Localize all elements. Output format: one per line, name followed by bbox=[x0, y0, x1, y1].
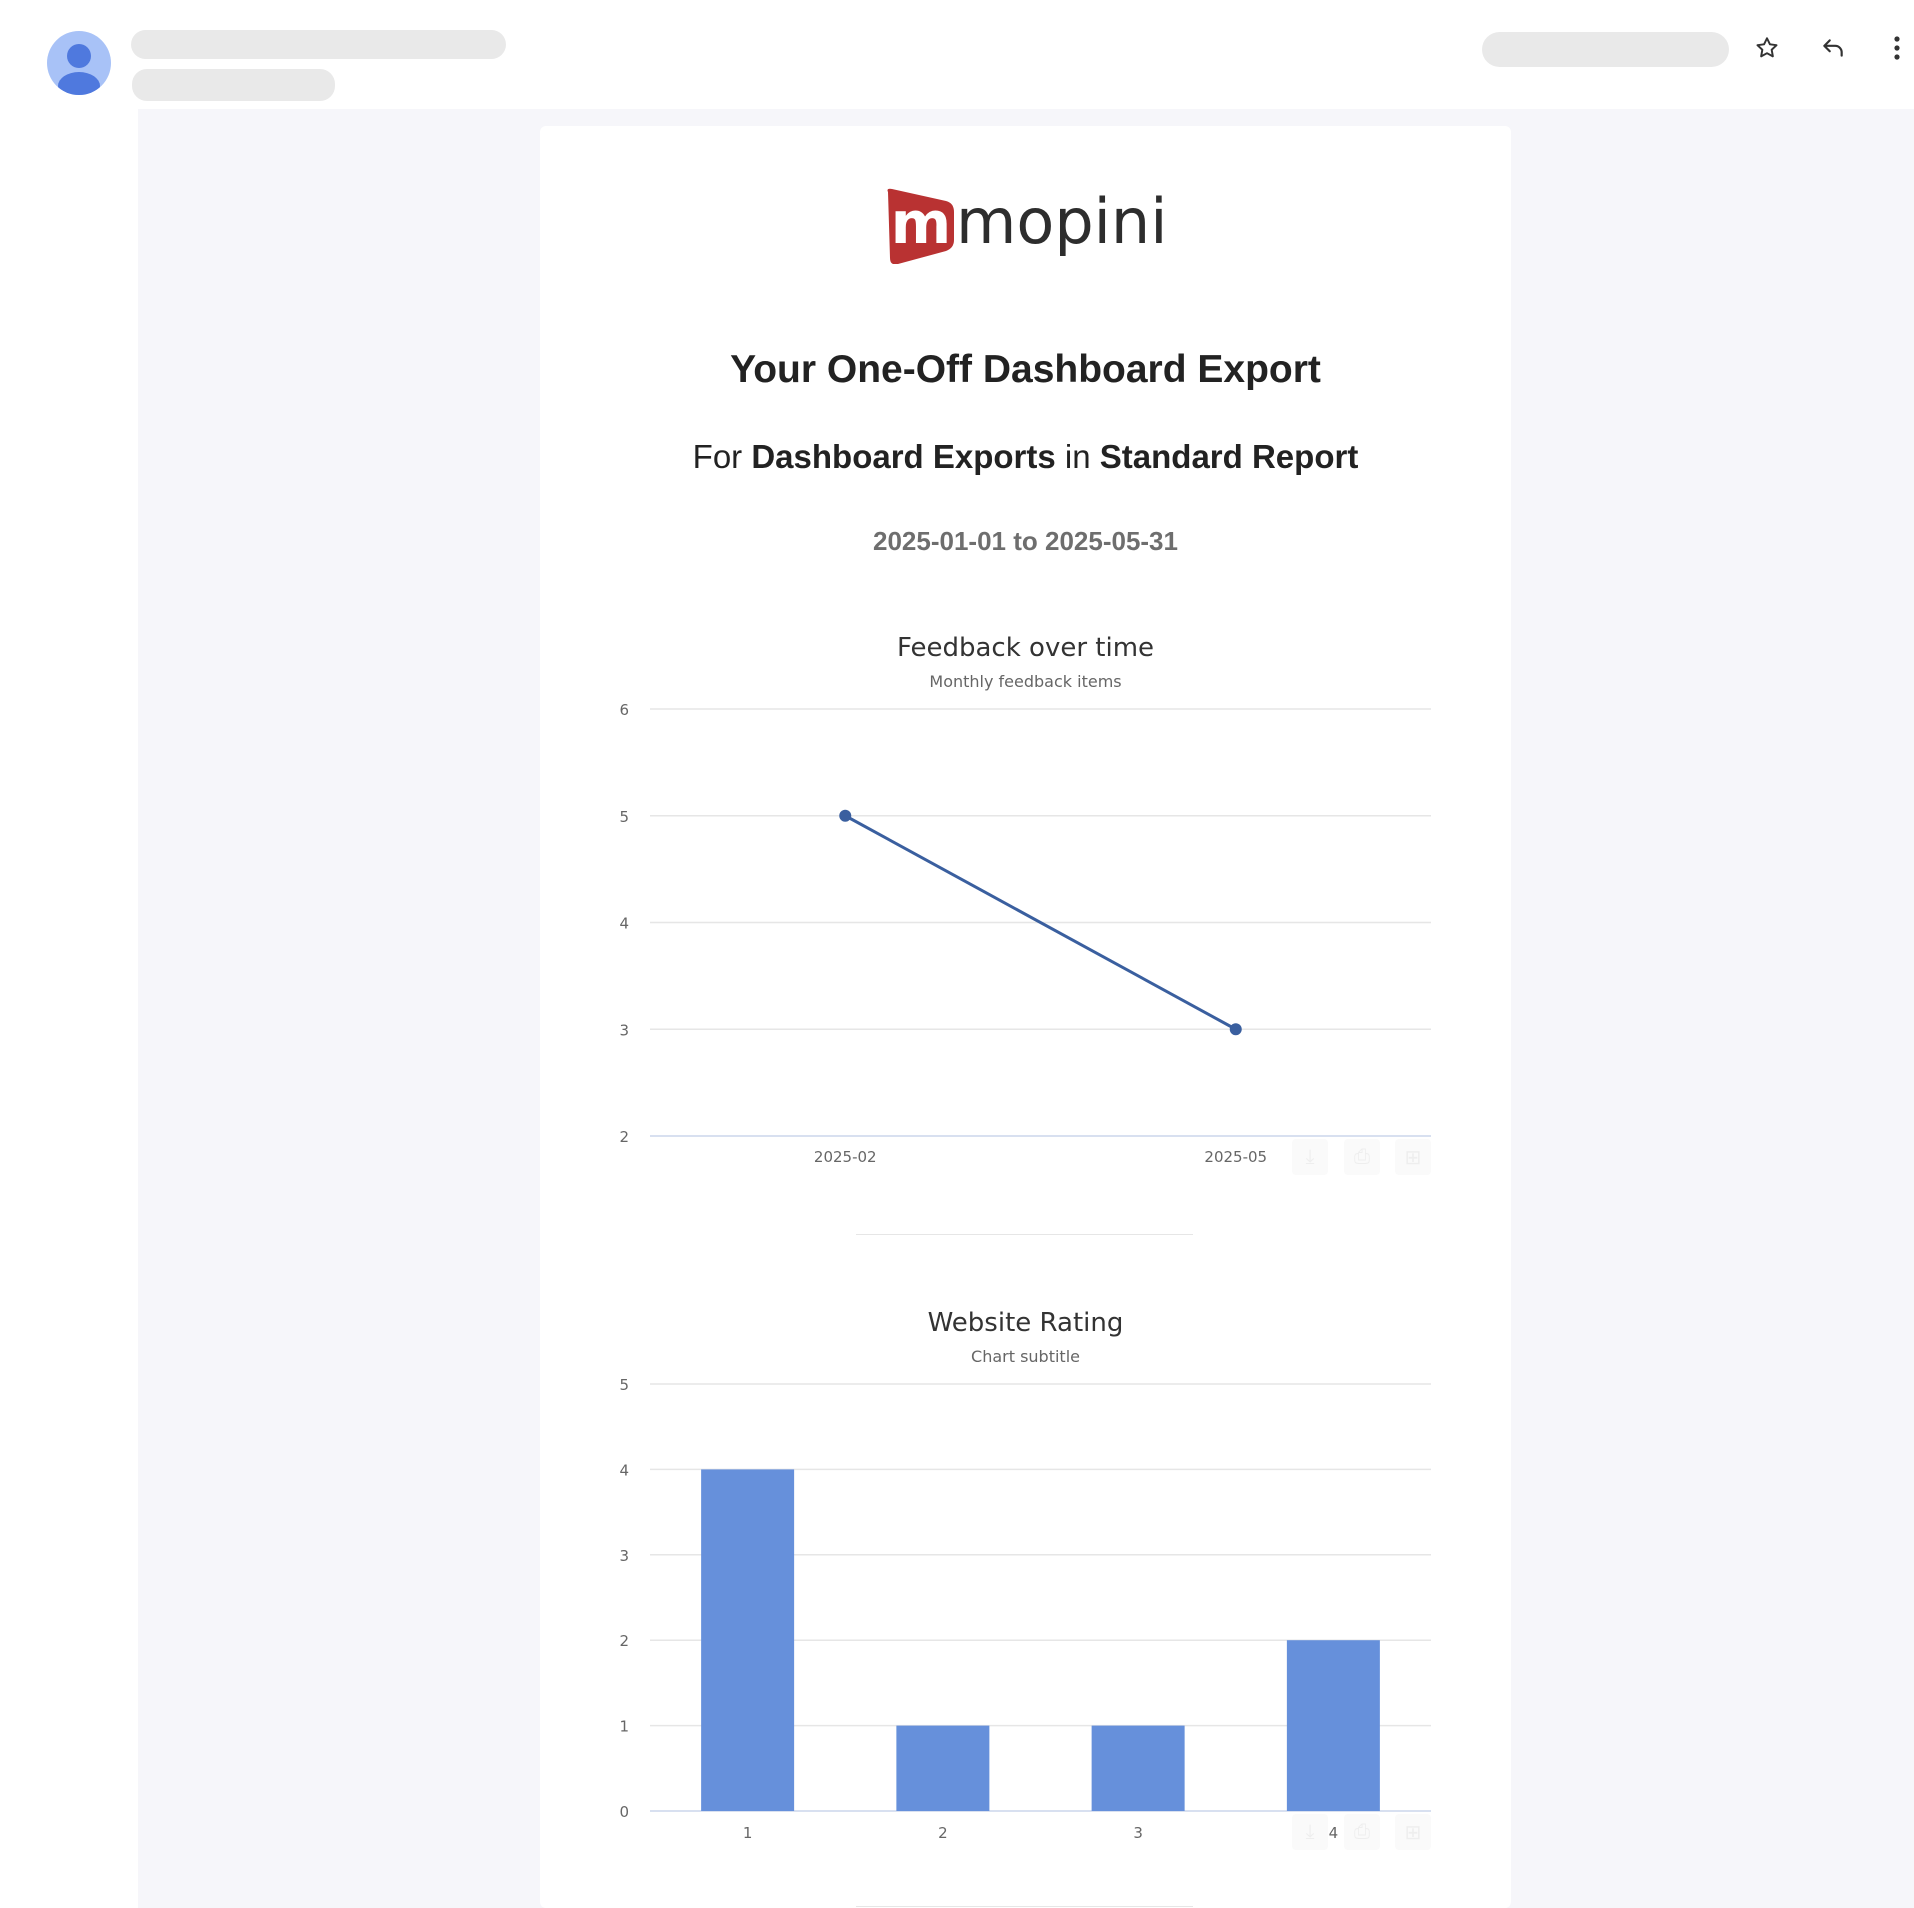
y-tick-label: 5 bbox=[619, 1376, 629, 1394]
section-divider bbox=[856, 1234, 1193, 1235]
avatar-head-icon bbox=[67, 44, 91, 68]
chart2-title: Website Rating bbox=[927, 1308, 1124, 1338]
more-options-button[interactable] bbox=[1879, 30, 1914, 66]
data-point bbox=[839, 809, 852, 822]
y-tick-label: 4 bbox=[619, 915, 629, 933]
y-tick-label: 3 bbox=[619, 1021, 629, 1039]
data-point bbox=[1229, 1023, 1242, 1036]
fullscreen-chart-button[interactable]: ⊞ bbox=[1395, 1139, 1431, 1175]
section-divider bbox=[856, 1906, 1193, 1907]
sender-name-placeholder bbox=[131, 30, 506, 59]
dashboard-name: Dashboard Exports bbox=[751, 438, 1056, 475]
chart2-subtitle: Chart subtitle bbox=[971, 1347, 1080, 1366]
y-tick-label: 2 bbox=[619, 1632, 629, 1650]
print-chart-button[interactable]: ⎙ bbox=[1344, 1814, 1380, 1850]
sender-avatar bbox=[47, 31, 111, 95]
fullscreen-icon: ⊞ bbox=[1404, 1821, 1422, 1844]
more-vertical-icon bbox=[1894, 36, 1900, 60]
y-tick-label: 6 bbox=[619, 701, 629, 719]
x-tick-label: 2 bbox=[938, 1824, 948, 1842]
y-tick-label: 1 bbox=[619, 1718, 629, 1736]
bar bbox=[1286, 1640, 1380, 1811]
chart1-title: Feedback over time bbox=[896, 633, 1155, 663]
subtitle-middle: in bbox=[1064, 438, 1091, 475]
x-tick-label: 4 bbox=[1329, 1824, 1339, 1842]
x-tick-label: 2025-05 bbox=[1204, 1148, 1267, 1166]
sender-email-placeholder bbox=[132, 69, 335, 101]
y-tick-label: 0 bbox=[619, 1803, 629, 1821]
email-title: Your One-Off Dashboard Export bbox=[730, 348, 1321, 391]
y-tick-label: 2 bbox=[619, 1128, 629, 1146]
chart1-subtitle: Monthly feedback items bbox=[929, 672, 1122, 691]
fullscreen-icon: ⊞ bbox=[1404, 1146, 1422, 1169]
download-icon: ⤓ bbox=[1305, 1820, 1315, 1843]
download-chart-button[interactable]: ⤓ bbox=[1292, 1139, 1328, 1175]
y-tick-label: 5 bbox=[619, 808, 629, 826]
star-icon bbox=[1756, 37, 1778, 58]
subtitle-prefix: For bbox=[692, 438, 743, 475]
print-icon: ⎙ bbox=[1354, 1820, 1370, 1843]
download-chart-button[interactable]: ⤓ bbox=[1292, 1814, 1328, 1850]
print-chart-button[interactable]: ⎙ bbox=[1344, 1139, 1380, 1175]
svg-text:m: m bbox=[891, 189, 951, 257]
avatar-body-icon bbox=[58, 72, 100, 95]
print-icon: ⎙ bbox=[1354, 1145, 1370, 1168]
fullscreen-chart-button[interactable]: ⊞ bbox=[1395, 1814, 1431, 1850]
reply-button[interactable] bbox=[1815, 30, 1851, 66]
report-name: Standard Report bbox=[1099, 438, 1359, 475]
x-tick-label: 2025-02 bbox=[814, 1148, 877, 1166]
date-range: 2025-01-01 to 2025-05-31 bbox=[873, 526, 1178, 556]
x-tick-label: 1 bbox=[743, 1824, 753, 1842]
y-tick-label: 3 bbox=[619, 1547, 629, 1565]
reply-icon bbox=[1823, 39, 1843, 57]
download-icon: ⤓ bbox=[1305, 1145, 1315, 1168]
series-line bbox=[844, 814, 1237, 1031]
star-button[interactable] bbox=[1749, 30, 1785, 66]
x-tick-label: 3 bbox=[1133, 1824, 1143, 1842]
email-subtitle: For Dashboard Exports in Standard Report bbox=[540, 438, 1511, 476]
bar bbox=[701, 1469, 795, 1811]
bar bbox=[1091, 1725, 1185, 1811]
bar bbox=[896, 1725, 990, 1811]
y-tick-label: 4 bbox=[619, 1461, 629, 1479]
date-placeholder bbox=[1482, 32, 1729, 67]
